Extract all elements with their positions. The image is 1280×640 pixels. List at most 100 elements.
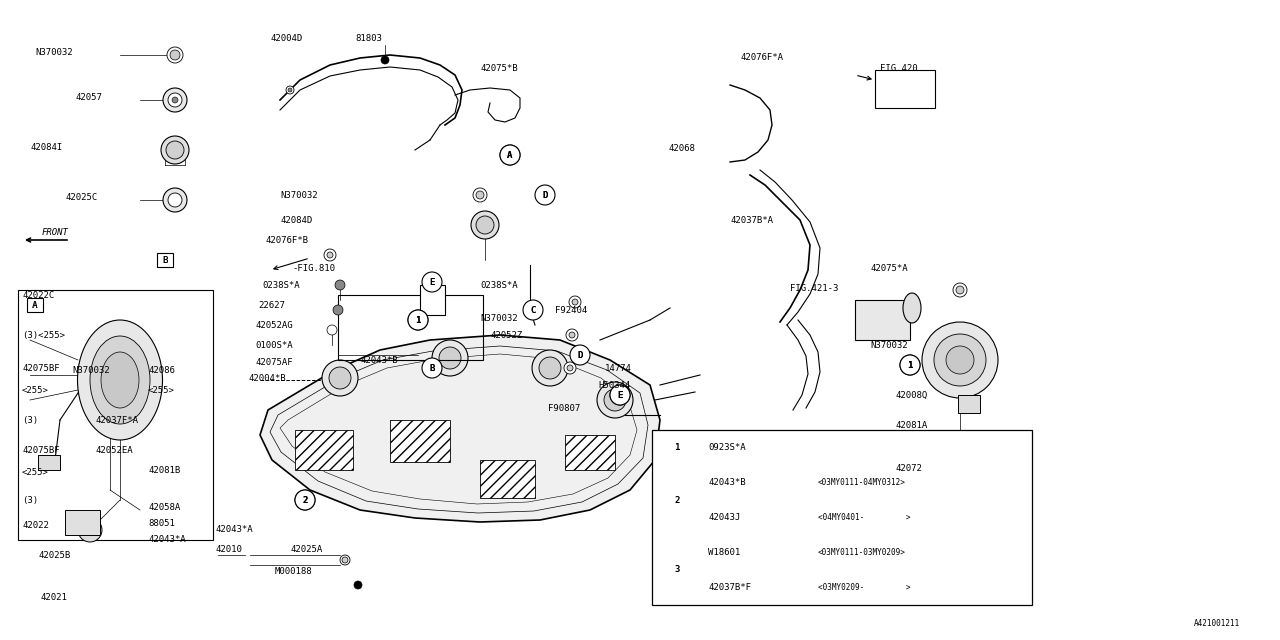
- Circle shape: [294, 490, 315, 510]
- Text: 42058A: 42058A: [148, 502, 180, 511]
- Bar: [420, 285, 445, 315]
- Text: 42076F*A: 42076F*A: [740, 52, 783, 61]
- Text: E: E: [617, 390, 622, 399]
- Text: FIG.420: FIG.420: [881, 63, 918, 72]
- Text: 42086: 42086: [148, 365, 175, 374]
- Circle shape: [439, 347, 461, 369]
- Text: 88051: 88051: [148, 520, 175, 529]
- Text: 2: 2: [675, 495, 680, 504]
- Circle shape: [532, 350, 568, 386]
- Text: A421001211: A421001211: [1194, 619, 1240, 628]
- Text: 42052EA: 42052EA: [95, 445, 133, 454]
- Circle shape: [611, 385, 630, 405]
- Text: A: A: [32, 301, 37, 310]
- Text: N370032: N370032: [72, 365, 110, 374]
- Text: 1: 1: [675, 443, 680, 452]
- Text: 42022C: 42022C: [22, 291, 54, 300]
- Text: 42037F*A: 42037F*A: [95, 415, 138, 424]
- Text: 42068: 42068: [668, 143, 695, 152]
- Circle shape: [900, 355, 920, 375]
- Circle shape: [285, 86, 294, 94]
- Bar: [957, 395, 980, 413]
- Text: 81803: 81803: [355, 33, 381, 42]
- Text: A: A: [507, 150, 513, 159]
- Circle shape: [166, 47, 183, 63]
- Circle shape: [604, 389, 626, 411]
- Circle shape: [408, 310, 428, 330]
- Circle shape: [596, 382, 634, 418]
- Text: B: B: [163, 255, 168, 264]
- Ellipse shape: [101, 352, 140, 408]
- Bar: [652, 430, 1032, 605]
- Text: 42010: 42010: [215, 545, 242, 554]
- Text: D: D: [543, 191, 548, 200]
- Bar: [955, 430, 983, 452]
- Text: B: B: [163, 255, 168, 264]
- Text: 42043*B: 42043*B: [360, 355, 398, 365]
- Text: F92404: F92404: [556, 305, 588, 314]
- Text: 42037B*F: 42037B*F: [708, 583, 751, 592]
- Circle shape: [500, 145, 520, 165]
- Text: 14774: 14774: [605, 364, 632, 372]
- Circle shape: [333, 305, 343, 315]
- Circle shape: [335, 280, 346, 290]
- Circle shape: [567, 365, 573, 371]
- Text: A: A: [507, 150, 513, 159]
- Bar: [876, 70, 934, 108]
- Text: <03MY0111-04MY0312>: <03MY0111-04MY0312>: [818, 478, 906, 487]
- Text: N370032: N370032: [480, 314, 517, 323]
- Circle shape: [172, 97, 178, 103]
- Bar: [157, 254, 172, 266]
- Text: N370032: N370032: [35, 47, 73, 56]
- Text: 0923S*A: 0923S*A: [708, 443, 746, 452]
- Circle shape: [535, 185, 556, 205]
- Text: D: D: [577, 351, 582, 360]
- Text: 42004D: 42004D: [270, 33, 302, 42]
- Bar: [65, 510, 100, 535]
- Text: 42075*A: 42075*A: [870, 264, 908, 273]
- Text: <03MY0209-         >: <03MY0209- >: [818, 583, 910, 592]
- Text: F90807: F90807: [548, 403, 580, 413]
- Text: 3: 3: [675, 566, 680, 575]
- Text: <04MY0401-         >: <04MY0401- >: [818, 513, 910, 522]
- Bar: [564, 435, 614, 470]
- Text: (3)<255>: (3)<255>: [22, 330, 65, 339]
- Circle shape: [954, 283, 966, 297]
- Text: (3): (3): [22, 495, 38, 504]
- Circle shape: [78, 518, 102, 542]
- Ellipse shape: [78, 320, 163, 440]
- Text: 2: 2: [302, 495, 307, 504]
- Circle shape: [474, 188, 486, 202]
- Text: 42084I: 42084I: [29, 143, 63, 152]
- Bar: [538, 189, 552, 201]
- Text: 42022: 42022: [22, 520, 49, 529]
- Circle shape: [168, 93, 182, 107]
- Bar: [526, 304, 540, 316]
- Circle shape: [572, 299, 579, 305]
- Circle shape: [539, 357, 561, 379]
- Circle shape: [324, 249, 337, 261]
- Bar: [425, 362, 439, 374]
- Circle shape: [570, 296, 581, 308]
- Text: 1: 1: [908, 360, 913, 369]
- Circle shape: [323, 360, 358, 396]
- Circle shape: [570, 345, 590, 365]
- Circle shape: [163, 188, 187, 212]
- Circle shape: [329, 367, 351, 389]
- Text: 2: 2: [302, 495, 307, 504]
- Text: D: D: [543, 191, 548, 200]
- Circle shape: [381, 56, 389, 64]
- Text: <255>: <255>: [148, 385, 175, 394]
- Circle shape: [900, 355, 920, 375]
- Text: 42037B*A: 42037B*A: [730, 216, 773, 225]
- Bar: [28, 299, 42, 311]
- Text: 42076F*B: 42076F*B: [265, 236, 308, 244]
- Text: 42075BF: 42075BF: [22, 445, 60, 454]
- Bar: [38, 455, 60, 470]
- Circle shape: [934, 334, 986, 386]
- Ellipse shape: [90, 336, 150, 424]
- Text: B: B: [429, 364, 435, 372]
- Text: 42075AF: 42075AF: [255, 358, 293, 367]
- Circle shape: [611, 385, 630, 405]
- Bar: [390, 420, 451, 462]
